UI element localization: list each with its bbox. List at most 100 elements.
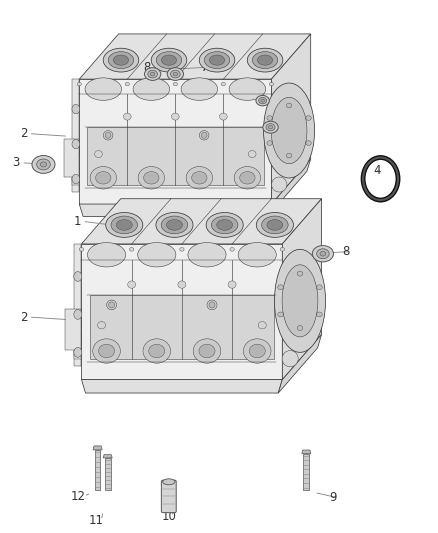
Ellipse shape [317, 285, 322, 290]
Ellipse shape [130, 247, 134, 251]
Ellipse shape [133, 78, 170, 100]
Text: 3: 3 [12, 156, 20, 169]
Ellipse shape [77, 83, 81, 86]
Ellipse shape [156, 213, 193, 237]
Text: 11: 11 [88, 514, 103, 527]
Ellipse shape [317, 312, 322, 317]
Ellipse shape [258, 321, 266, 329]
Polygon shape [93, 446, 102, 450]
Ellipse shape [282, 351, 298, 367]
Ellipse shape [192, 172, 207, 184]
Ellipse shape [244, 339, 271, 363]
Ellipse shape [172, 113, 179, 120]
Ellipse shape [272, 177, 287, 192]
Ellipse shape [166, 220, 182, 230]
Ellipse shape [148, 70, 157, 78]
Ellipse shape [88, 243, 126, 267]
Ellipse shape [252, 52, 278, 69]
Ellipse shape [167, 68, 184, 80]
Ellipse shape [95, 172, 111, 184]
Ellipse shape [256, 95, 269, 106]
Ellipse shape [240, 172, 255, 184]
Ellipse shape [269, 83, 273, 86]
Ellipse shape [212, 216, 238, 234]
Ellipse shape [261, 99, 265, 102]
Ellipse shape [264, 83, 314, 178]
Ellipse shape [150, 72, 155, 76]
Ellipse shape [138, 243, 176, 267]
Ellipse shape [317, 249, 329, 259]
Polygon shape [79, 34, 311, 79]
Polygon shape [89, 295, 274, 359]
Ellipse shape [306, 141, 311, 146]
Ellipse shape [145, 68, 161, 80]
Ellipse shape [156, 52, 182, 69]
Ellipse shape [79, 247, 84, 251]
FancyBboxPatch shape [161, 480, 176, 513]
Polygon shape [72, 176, 79, 185]
Ellipse shape [37, 159, 50, 170]
Ellipse shape [256, 213, 293, 237]
Polygon shape [74, 350, 81, 359]
Ellipse shape [271, 98, 307, 164]
Ellipse shape [99, 344, 115, 358]
Polygon shape [81, 379, 283, 393]
Ellipse shape [229, 78, 265, 100]
Ellipse shape [268, 125, 272, 129]
Ellipse shape [40, 162, 46, 167]
Ellipse shape [32, 156, 55, 173]
Text: 5: 5 [294, 132, 301, 146]
Ellipse shape [149, 344, 165, 358]
Ellipse shape [238, 243, 276, 267]
Ellipse shape [247, 49, 283, 72]
Ellipse shape [209, 55, 225, 65]
Ellipse shape [74, 271, 82, 281]
Ellipse shape [74, 348, 82, 357]
Ellipse shape [259, 98, 267, 104]
Polygon shape [268, 159, 311, 216]
Ellipse shape [193, 339, 221, 363]
Polygon shape [283, 199, 321, 379]
Polygon shape [72, 79, 79, 191]
Ellipse shape [267, 220, 283, 230]
Polygon shape [74, 333, 81, 343]
Polygon shape [81, 244, 283, 379]
Ellipse shape [199, 131, 209, 140]
Text: 10: 10 [161, 510, 176, 523]
Ellipse shape [312, 246, 333, 262]
Ellipse shape [74, 310, 82, 319]
Polygon shape [272, 34, 311, 204]
Polygon shape [72, 161, 79, 171]
Ellipse shape [278, 285, 283, 290]
Polygon shape [74, 244, 81, 366]
Ellipse shape [98, 321, 106, 329]
Ellipse shape [263, 122, 278, 133]
Ellipse shape [72, 104, 80, 114]
Ellipse shape [170, 70, 180, 78]
Ellipse shape [228, 281, 236, 288]
Ellipse shape [266, 124, 275, 131]
Ellipse shape [113, 55, 129, 65]
Ellipse shape [297, 326, 303, 330]
Ellipse shape [138, 166, 165, 189]
Ellipse shape [297, 271, 303, 276]
Ellipse shape [127, 281, 136, 288]
Ellipse shape [181, 78, 218, 100]
Ellipse shape [161, 216, 188, 234]
Ellipse shape [234, 166, 261, 189]
Ellipse shape [111, 216, 138, 234]
Ellipse shape [109, 302, 115, 308]
Polygon shape [95, 450, 100, 490]
Text: 7: 7 [201, 61, 209, 74]
Ellipse shape [173, 83, 177, 86]
Ellipse shape [249, 344, 265, 358]
Ellipse shape [267, 116, 272, 120]
Ellipse shape [103, 49, 139, 72]
Ellipse shape [199, 49, 235, 72]
Text: 6: 6 [294, 96, 301, 109]
Polygon shape [103, 455, 112, 458]
Polygon shape [79, 204, 272, 216]
Ellipse shape [151, 49, 187, 72]
Polygon shape [64, 139, 79, 176]
Polygon shape [79, 79, 272, 204]
